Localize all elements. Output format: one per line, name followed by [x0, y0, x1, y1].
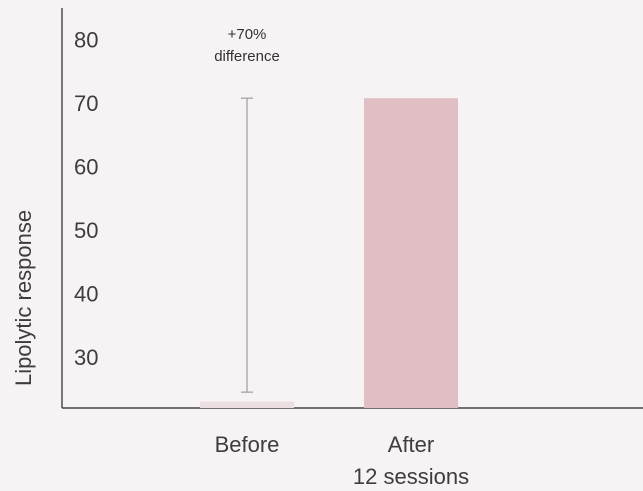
- y-tick-label-40: 40: [74, 282, 98, 307]
- y-title-group: Lipolytic response: [11, 210, 36, 386]
- annotation-group: +70% difference: [214, 26, 280, 65]
- range-marker-group: [241, 97, 253, 393]
- x-category-label-after-line-1: After: [388, 432, 434, 457]
- bars-group: [200, 98, 458, 409]
- x-category-label-before-line-1: Before: [215, 432, 280, 457]
- y-tick-label-50: 50: [74, 218, 98, 243]
- x-labels-group: Before After 12 sessions: [215, 432, 470, 489]
- x-category-label-after-line-2: 12 sessions: [353, 464, 469, 489]
- annotation-line-1: +70%: [228, 26, 267, 43]
- y-tick-label-30: 30: [74, 345, 98, 370]
- bar-before: [200, 401, 294, 408]
- y-tick-label-60: 60: [74, 155, 98, 180]
- y-axis-group: 80 70 60 50 40 30: [61, 8, 643, 409]
- y-axis-title: Lipolytic response: [11, 210, 36, 386]
- annotation-line-2: difference: [214, 48, 280, 65]
- y-tick-label-80: 80: [74, 28, 98, 53]
- y-tick-label-70: 70: [74, 91, 98, 116]
- bar-after: [364, 98, 458, 409]
